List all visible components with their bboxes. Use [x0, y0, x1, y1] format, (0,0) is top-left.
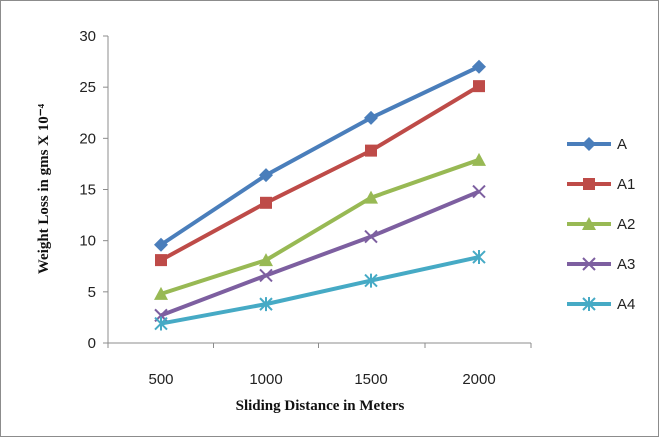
legend-marker: [583, 178, 595, 190]
data-point: [155, 254, 167, 267]
data-point: [259, 253, 273, 267]
series-line: [160, 189, 480, 318]
legend-marker: [582, 137, 596, 151]
x-tick-label: 2000: [462, 371, 495, 388]
x-tick-label: 1000: [249, 371, 282, 388]
series-a: [154, 59, 486, 252]
data-point: [364, 110, 378, 125]
data-point: [472, 59, 486, 74]
data-point: [472, 152, 486, 166]
data-point: [154, 237, 168, 252]
legend-label: A3: [617, 256, 635, 273]
series-a3: [154, 184, 486, 323]
series-line: [159, 64, 480, 247]
data-point: [154, 286, 168, 300]
legend-item-a2: A2: [567, 216, 635, 233]
legend-label: A4: [617, 296, 635, 313]
data-point: [473, 80, 485, 93]
x-tick-label: 500: [148, 371, 173, 388]
data-point: [364, 229, 378, 244]
y-tick-label: 0: [88, 335, 96, 352]
legend-item-a: A: [567, 136, 627, 153]
data-point: [365, 144, 377, 157]
y-axis-ticks: 0 5 10 15 20 25 30: [79, 28, 108, 352]
y-tick-label: 15: [79, 182, 96, 199]
data-point: [472, 250, 486, 265]
legend-item-a1: A1: [567, 176, 635, 193]
data-point: [259, 168, 273, 183]
data-point: [472, 184, 486, 199]
data-point: [154, 316, 168, 331]
legend-item-a4: A4: [567, 296, 635, 313]
x-axis-title: Sliding Distance in Meters: [236, 398, 405, 414]
series-a2: [154, 152, 486, 300]
legend: A A1 A2 A3 A4: [567, 136, 635, 313]
legend-marker: [582, 217, 596, 230]
series-line: [160, 84, 481, 262]
legend-label: A2: [617, 216, 635, 233]
x-tick-label: 1500: [354, 371, 387, 388]
data-point: [259, 268, 273, 283]
series-layer: [154, 59, 486, 331]
series-line: [160, 255, 480, 326]
legend-marker: [582, 257, 596, 271]
legend-item-a3: A3: [567, 256, 635, 273]
series-a4: [154, 250, 486, 331]
y-tick-label: 25: [79, 79, 96, 96]
data-point: [260, 196, 272, 209]
y-axis-title: Weight Loss in gms X 10⁻⁴: [36, 103, 52, 274]
y-tick-label: 20: [79, 130, 96, 147]
legend-label: A1: [617, 176, 635, 193]
series-line: [160, 157, 480, 296]
legend-marker: [582, 297, 596, 311]
y-tick-label: 30: [79, 28, 96, 45]
series-a1: [155, 80, 485, 267]
data-point: [364, 190, 378, 204]
data-point: [259, 297, 273, 312]
y-tick-label: 5: [88, 284, 96, 301]
y-tick-label: 10: [79, 233, 96, 250]
x-axis-ticks: 500 1000 1500 2000: [107, 343, 532, 388]
data-point: [364, 273, 378, 288]
legend-label: A: [617, 136, 627, 153]
